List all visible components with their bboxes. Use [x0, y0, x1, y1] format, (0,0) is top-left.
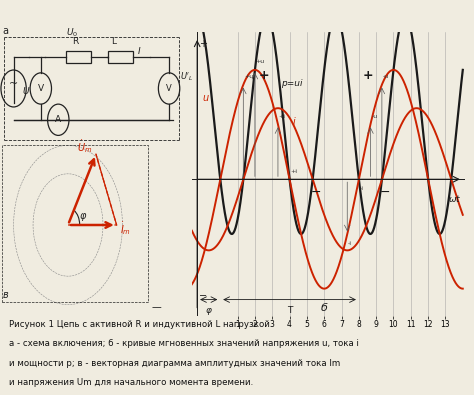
Text: а: а: [2, 26, 8, 36]
Text: V: V: [38, 84, 44, 93]
Text: $U_0$: $U_0$: [66, 27, 78, 40]
Text: +i: +i: [279, 114, 286, 119]
Text: $\varphi$: $\varphi$: [79, 211, 87, 223]
Text: T: T: [287, 306, 292, 315]
Text: I: I: [138, 47, 141, 56]
Text: R: R: [72, 38, 78, 46]
Text: +: +: [199, 39, 207, 49]
Text: и напряжения Um для начального момента времени.: и напряжения Um для начального момента в…: [9, 378, 254, 387]
Text: i: i: [293, 117, 296, 126]
Bar: [66, 51, 91, 64]
Text: +: +: [258, 69, 269, 82]
Text: $\dot{I}_m$: $\dot{I}_m$: [119, 220, 131, 237]
Text: $\omega t$: $\omega t$: [448, 194, 461, 205]
Text: -u: -u: [371, 114, 378, 119]
Text: а - схема включения; б - кривые мгновенных значений напряжения u, тока i: а - схема включения; б - кривые мгновенн…: [9, 339, 359, 348]
Text: +i: +i: [291, 169, 297, 174]
Text: A: A: [55, 115, 61, 124]
Text: в: в: [3, 290, 9, 299]
Text: ~: ~: [9, 79, 18, 89]
Text: Рисунок 1 Цепь с активной R и индуктивной L нагрузкой: Рисунок 1 Цепь с активной R и индуктивно…: [9, 320, 270, 329]
Text: -i: -i: [348, 241, 352, 246]
Text: −: −: [380, 186, 390, 199]
Text: $\dot{U}_m$: $\dot{U}_m$: [76, 138, 92, 155]
Text: +u: +u: [244, 74, 254, 79]
Text: −: −: [199, 291, 207, 301]
Text: V: V: [166, 84, 172, 93]
Text: +u: +u: [256, 59, 265, 64]
Text: б: б: [321, 303, 328, 313]
Text: u: u: [202, 92, 209, 103]
Text: и мощности р; в - векторная диаграмма амплитудных значений тока Im: и мощности р; в - векторная диаграмма ам…: [9, 359, 341, 368]
Text: $U'_L$: $U'_L$: [180, 71, 193, 83]
Text: —: —: [152, 302, 161, 312]
Text: −: −: [310, 186, 321, 199]
Text: U: U: [23, 87, 29, 96]
Bar: [108, 51, 133, 64]
Text: -i: -i: [360, 186, 364, 191]
Text: +: +: [362, 69, 373, 82]
Text: p=ui: p=ui: [281, 79, 302, 88]
Text: -u: -u: [383, 74, 389, 79]
Text: $\varphi$: $\varphi$: [205, 306, 213, 317]
Text: L: L: [111, 38, 116, 46]
